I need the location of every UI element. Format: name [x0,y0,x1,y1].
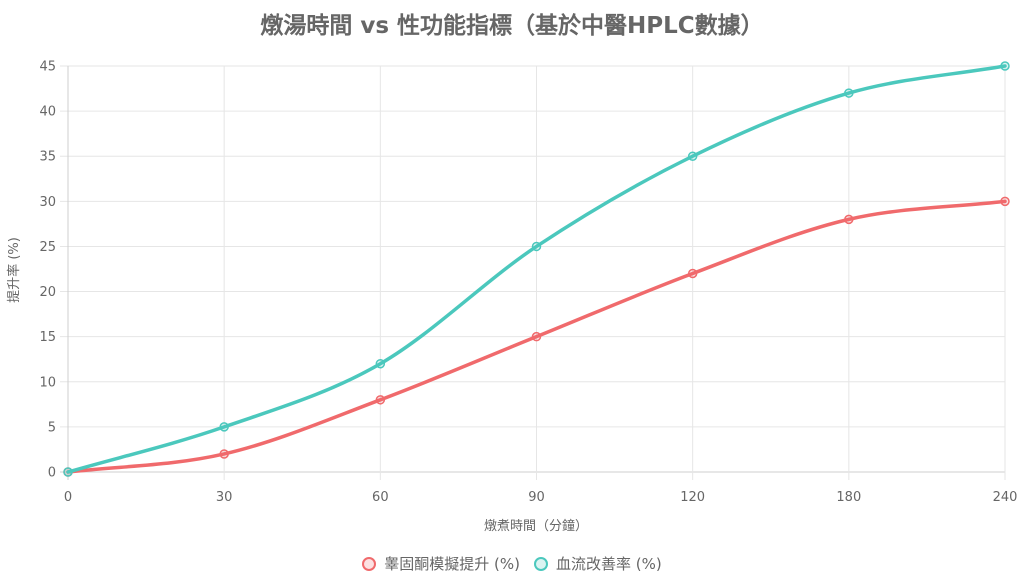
data-point[interactable] [844,88,854,98]
y-tick-label: 0 [48,466,56,481]
series-line-1 [66,64,1007,474]
y-tick-label: 35 [39,150,56,165]
data-point[interactable] [375,395,386,405]
data-series [63,61,1010,477]
y-tick-label: 25 [39,240,56,255]
y-tick-label: 10 [39,375,56,390]
data-point[interactable] [219,449,229,459]
x-tick-label: 30 [216,490,233,505]
x-tick-label: 120 [680,490,705,505]
y-axis: 0 5 10 15 20 25 30 35 40 45 [39,60,56,481]
data-point[interactable] [531,241,542,252]
series-line-0 [66,199,1007,474]
y-tick-label: 20 [39,285,56,300]
data-point[interactable] [687,268,698,279]
legend-label-testosterone: 睾固酮模擬提升 (%) [384,555,520,573]
legend: 睾固酮模擬提升 (%) 血流改善率 (%) [0,553,1024,574]
data-point[interactable] [375,358,386,369]
x-tick-label: 60 [372,490,389,505]
legend-swatch-testosterone-icon [362,556,377,571]
grid-lines [60,65,1006,480]
data-point[interactable] [1000,196,1010,207]
y-tick-label: 15 [39,330,56,345]
legend-item-bloodflow[interactable]: 血流改善率 (%) [534,553,662,574]
x-tick-label: 180 [836,490,861,505]
y-tick-label: 5 [48,420,56,435]
data-point[interactable] [844,214,854,225]
data-point[interactable] [1000,61,1010,71]
y-tick-label: 30 [39,195,56,210]
x-axis-title: 燉煮時間（分鐘） [484,518,588,534]
x-tick-label: 0 [64,490,72,505]
legend-label-bloodflow: 血流改善率 (%) [556,555,662,573]
y-tick-label: 40 [39,105,56,120]
data-point[interactable] [687,151,698,161]
y-tick-label: 45 [39,60,56,75]
data-point[interactable] [219,422,229,432]
x-tick-label: 90 [528,490,545,505]
chart-title: 燉湯時間 vs 性功能指標（基於中醫HPLC數據） [260,13,764,39]
legend-item-testosterone[interactable]: 睾固酮模擬提升 (%) [362,553,520,574]
y-axis-title: 提升率 (%) [6,237,22,303]
data-point[interactable] [63,467,73,477]
legend-swatch-bloodflow-icon [534,556,548,571]
x-axis: 0 30 60 90 120 180 240 [64,490,1018,505]
x-tick-label: 240 [993,490,1018,505]
data-point[interactable] [531,331,542,342]
